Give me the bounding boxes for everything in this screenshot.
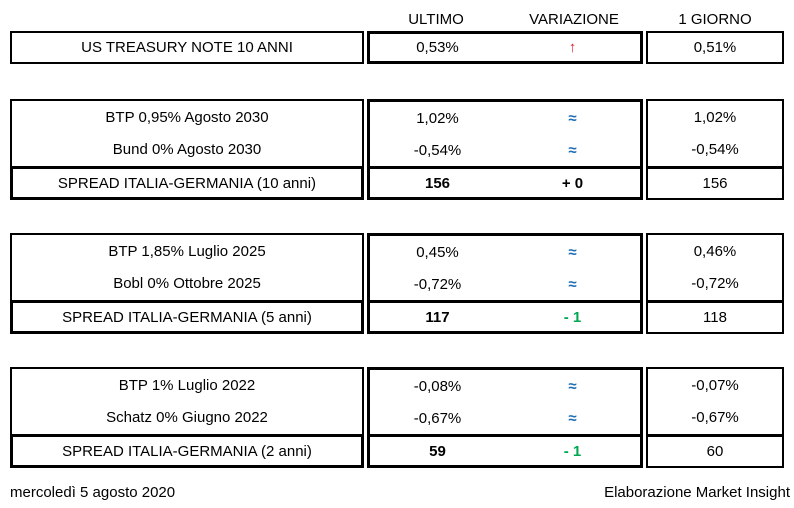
giorno-value: -0,67% — [691, 409, 739, 427]
ultimo-value: 0,45% — [416, 243, 459, 261]
column-header-row: ULTIMO VARIAZIONE 1 GIORNO — [367, 8, 794, 31]
label-box: BTP 1% Luglio 2022 Schatz 0% Giugno 2022 — [10, 367, 364, 434]
label-box: BTP 0,95% Agosto 2030 Bund 0% Agosto 203… — [10, 99, 364, 166]
spread-variazione-value: - 1 — [563, 442, 582, 460]
bond-label: US TREASURY NOTE 10 ANNI — [10, 31, 364, 64]
giorno-box: 1,02% -0,54% — [646, 99, 784, 166]
spread-ultimo-value: 59 — [429, 442, 446, 460]
spread-row: SPREAD ITALIA-GERMANIA (2 anni) 59 - 1 6… — [10, 434, 794, 468]
approx-equal-icon: ≈ — [568, 141, 577, 159]
giorno-box: -0,07% -0,67% — [646, 367, 784, 434]
values-box: 0,53% ↑ — [367, 31, 643, 64]
spread-giorno-value: 156 — [646, 166, 784, 200]
spread-label: SPREAD ITALIA-GERMANIA (2 anni) — [10, 434, 364, 468]
giorno-value: -0,54% — [691, 141, 739, 159]
spread-variazione-value: - 1 — [563, 308, 582, 326]
ultimo-value: -0,72% — [413, 275, 462, 293]
value-row: -0,54% ≈ — [370, 134, 640, 166]
spread-row: SPREAD ITALIA-GERMANIA (10 anni) 156 + 0… — [10, 166, 794, 200]
spread-label: SPREAD ITALIA-GERMANIA (5 anni) — [10, 300, 364, 334]
values-box: 1,02% ≈ -0,54% ≈ — [367, 99, 643, 166]
spread-giorno-value: 60 — [646, 434, 784, 468]
report-date: mercoledì 5 agosto 2020 — [10, 484, 176, 501]
giorno-value: 0,51% — [646, 31, 784, 64]
value-row: -0,72% ≈ — [370, 268, 640, 300]
giorno-value: 0,46% — [693, 242, 737, 260]
spread-row: SPREAD ITALIA-GERMANIA (5 anni) 117 - 1 … — [10, 300, 794, 334]
ultimo-value: -0,67% — [413, 409, 462, 427]
bond-rows-group: BTP 1,85% Luglio 2025 Bobl 0% Ottobre 20… — [10, 233, 794, 300]
value-row: -0,08% ≈ — [370, 370, 640, 402]
bond-rows-group: BTP 0,95% Agosto 2030 Bund 0% Agosto 203… — [10, 99, 794, 166]
bond-label: Bobl 0% Ottobre 2025 — [113, 275, 261, 293]
column-header-variazione: VARIAZIONE — [529, 11, 619, 28]
footer: mercoledì 5 agosto 2020 Elaborazione Mar… — [10, 484, 790, 501]
values-box: -0,08% ≈ -0,67% ≈ — [367, 367, 643, 434]
spread-values-box: 59 - 1 — [367, 434, 643, 468]
section-10-anni: BTP 0,95% Agosto 2030 Bund 0% Agosto 203… — [10, 99, 794, 200]
giorno-value: 1,02% — [693, 108, 737, 126]
column-header-ultimo: ULTIMO — [408, 11, 464, 28]
bond-rows-group: BTP 1% Luglio 2022 Schatz 0% Giugno 2022… — [10, 367, 794, 434]
column-header-1giorno: 1 GIORNO — [678, 11, 752, 28]
source-credit: Elaborazione Market Insight — [604, 484, 790, 501]
approx-equal-icon: ≈ — [568, 377, 577, 395]
ultimo-value: 0,53% — [416, 39, 459, 56]
spread-ultimo-value: 117 — [425, 308, 450, 326]
values-box: 0,45% ≈ -0,72% ≈ — [367, 233, 643, 300]
approx-equal-icon: ≈ — [568, 409, 577, 427]
approx-equal-icon: ≈ — [568, 109, 577, 127]
ultimo-value: 1,02% — [416, 109, 459, 127]
value-row: -0,67% ≈ — [370, 402, 640, 434]
value-row: 1,02% ≈ — [370, 102, 640, 134]
giorno-box: 0,46% -0,72% — [646, 233, 784, 300]
spread-giorno-value: 118 — [646, 300, 784, 334]
ultimo-value: -0,54% — [413, 141, 462, 159]
approx-equal-icon: ≈ — [568, 275, 577, 293]
spread-label: SPREAD ITALIA-GERMANIA (10 anni) — [10, 166, 364, 200]
section-5-anni: BTP 1,85% Luglio 2025 Bobl 0% Ottobre 20… — [10, 233, 794, 334]
spread-variazione-value: + 0 — [561, 174, 584, 192]
approx-equal-icon: ≈ — [568, 243, 577, 261]
ultimo-value: -0,08% — [413, 377, 462, 395]
spread-values-box: 156 + 0 — [367, 166, 643, 200]
up-arrow-icon: ↑ — [568, 39, 577, 56]
bond-label: Schatz 0% Giugno 2022 — [106, 409, 268, 427]
giorno-value: -0,72% — [691, 275, 739, 293]
bond-label: BTP 1,85% Luglio 2025 — [108, 242, 266, 260]
label-box: BTP 1,85% Luglio 2025 Bobl 0% Ottobre 20… — [10, 233, 364, 300]
section-2-anni: BTP 1% Luglio 2022 Schatz 0% Giugno 2022… — [10, 367, 794, 468]
bond-label: Bund 0% Agosto 2030 — [112, 141, 262, 159]
spread-values-box: 117 - 1 — [367, 300, 643, 334]
giorno-value: -0,07% — [691, 376, 739, 394]
bond-label: BTP 0,95% Agosto 2030 — [105, 108, 269, 126]
us-treasury-row: US TREASURY NOTE 10 ANNI 0,53% ↑ 0,51% — [10, 31, 794, 64]
value-row: 0,45% ≈ — [370, 236, 640, 268]
bond-label: BTP 1% Luglio 2022 — [118, 376, 256, 394]
spread-ultimo-value: 156 — [424, 174, 451, 192]
